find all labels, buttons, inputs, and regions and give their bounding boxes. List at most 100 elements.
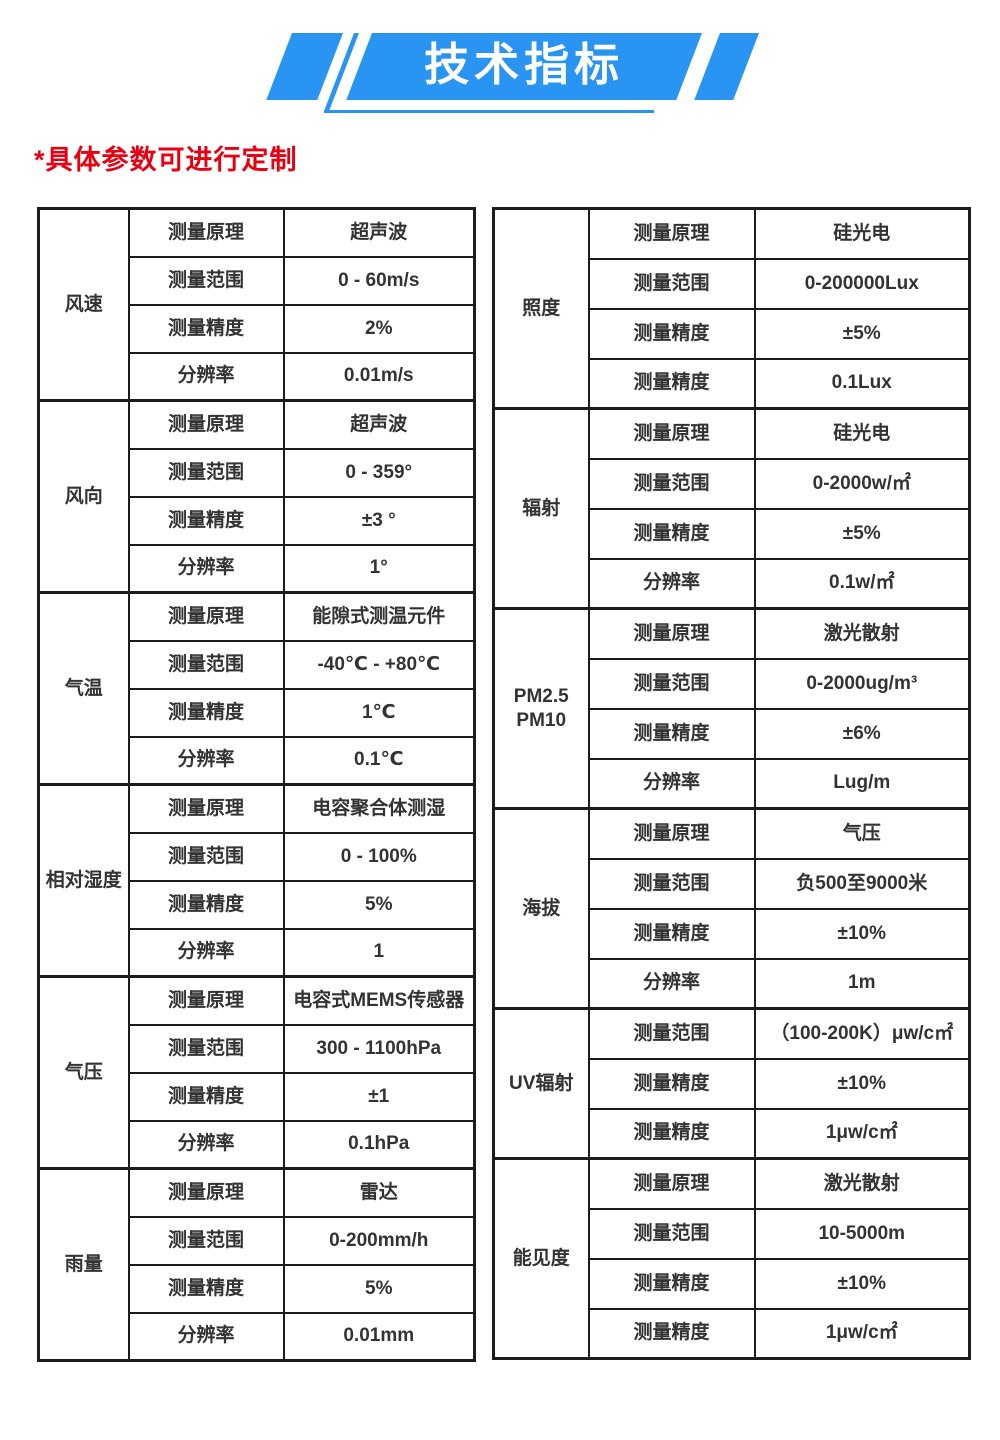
category-cell: 风向: [37, 399, 130, 594]
spec-value-cell: 雷达: [282, 1167, 476, 1218]
spec-row: 海拔 测量原理 气压: [492, 807, 971, 1010]
spec-value-cell: 0.1w/㎡: [753, 557, 971, 610]
spec-row: 测量范围 0-2000ug/m³: [494, 657, 971, 710]
spec-value-cell: 硅光电: [753, 407, 971, 460]
banner-underline: [324, 110, 654, 113]
spec-value-cell: ±10%: [753, 1257, 971, 1310]
spec-value-cell: 1℃: [282, 687, 476, 738]
spec-label-cell: 测量精度: [127, 1263, 285, 1314]
page-title: 技术指标: [424, 39, 625, 90]
spec-value-cell: 负500至9000米: [753, 857, 971, 910]
spec-row: 分辨率 0.1hPa: [39, 1119, 476, 1170]
spec-label-cell: 分辨率: [587, 757, 756, 810]
spec-row: 相对湿度 测量原理 电容聚合体测湿: [37, 783, 476, 978]
spec-value-cell: 0 - 60m/s: [282, 255, 476, 306]
spec-value-cell: 0.1hPa: [282, 1119, 476, 1170]
spec-value-cell: ±5%: [753, 307, 971, 360]
category-cell: 风速: [37, 207, 130, 402]
spec-label-cell: 测量原理: [127, 975, 285, 1026]
spec-value-cell: 气压: [753, 807, 971, 860]
spec-label-cell: 分辨率: [127, 1119, 285, 1170]
spec-label-cell: 测量原理: [127, 207, 285, 258]
spec-row: 气温 测量原理 能隙式测温元件: [37, 591, 476, 786]
spec-value-cell: 激光散射: [753, 607, 971, 660]
spec-label-cell: 测量范围: [587, 457, 756, 510]
spec-label-cell: 测量精度: [587, 307, 756, 360]
spec-row: 风向 测量原理 超声波: [37, 399, 476, 594]
spec-label-cell: 测量原理: [127, 783, 285, 834]
spec-value-cell: 1μw/c㎡: [753, 1307, 971, 1360]
category-cell: 照度: [492, 207, 590, 410]
spec-row: 测量精度 1μw/c㎡: [494, 1307, 971, 1360]
spec-row: 测量精度 1℃: [39, 687, 476, 738]
spec-row: 能见度 测量原理 激光散射: [492, 1157, 971, 1360]
spec-label-cell: 测量原理: [127, 591, 285, 642]
spec-value-cell: Lug/m: [753, 757, 971, 810]
spec-label-cell: 测量范围: [127, 255, 285, 306]
spec-label-cell: 测量范围: [587, 857, 756, 910]
spec-value-cell: 0.01m/s: [282, 351, 476, 402]
spec-row: 测量精度 ±3 °: [39, 495, 476, 546]
spec-row: 测量范围 -40℃ - +80℃: [39, 639, 476, 690]
spec-value-cell: 电容聚合体测湿: [282, 783, 476, 834]
spec-label-cell: 测量范围: [587, 257, 756, 310]
spec-row: 分辨率 0.1℃: [39, 735, 476, 786]
spec-value-cell: 0.01mm: [282, 1311, 476, 1362]
spec-value-cell: ±10%: [753, 907, 971, 960]
category-cell: 能见度: [492, 1157, 590, 1360]
category-cell: 辐射: [492, 407, 590, 610]
spec-label-cell: 测量原理: [587, 607, 756, 660]
spec-label-cell: 分辨率: [587, 557, 756, 610]
spec-row: 测量精度 1μw/c㎡: [494, 1107, 971, 1160]
category-cell: UV辐射: [492, 1007, 590, 1160]
spec-label-cell: 测量精度: [127, 879, 285, 930]
spec-row: PM2.5 PM10 测量原理 激光散射: [492, 607, 971, 810]
spec-label-cell: 测量范围: [127, 447, 285, 498]
spec-value-cell: 0-200000Lux: [753, 257, 971, 310]
spec-row: 测量精度 ±6%: [494, 707, 971, 760]
spec-row: 测量范围 0-200mm/h: [39, 1215, 476, 1266]
customization-note: *具体参数可进行定制: [34, 145, 298, 175]
spec-label-cell: 测量精度: [587, 1107, 756, 1160]
spec-label-cell: 测量原理: [127, 399, 285, 450]
spec-row: 测量范围 0 - 60m/s: [39, 255, 476, 306]
spec-row: 测量精度 ±10%: [494, 1257, 971, 1310]
spec-row: 分辨率 Lug/m: [494, 757, 971, 810]
spec-value-cell: 0.1Lux: [753, 357, 971, 410]
spec-value-cell: 0.1℃: [282, 735, 476, 786]
spec-label-cell: 测量范围: [127, 1215, 285, 1266]
spec-label-cell: 测量精度: [587, 507, 756, 560]
spec-value-cell: ±10%: [753, 1057, 971, 1110]
spec-row: 测量精度 ±10%: [494, 1057, 971, 1110]
spec-label-cell: 测量原理: [587, 807, 756, 860]
spec-value-cell: 硅光电: [753, 207, 971, 260]
spec-row: 雨量 测量原理 雷达: [37, 1167, 476, 1362]
spec-value-cell: （100-200K）μw/c㎡: [753, 1007, 971, 1060]
spec-row: 测量范围 负500至9000米: [494, 857, 971, 910]
spec-value-cell: 1: [282, 927, 476, 978]
category-cell: 相对湿度: [37, 783, 130, 978]
category-cell: 气压: [37, 975, 130, 1170]
spec-row: 风速 测量原理 超声波: [37, 207, 476, 402]
spec-value-cell: 1m: [753, 957, 971, 1010]
spec-value-cell: 10-5000m: [753, 1207, 971, 1260]
spec-row: 测量精度 ±5%: [494, 507, 971, 560]
spec-value-cell: 激光散射: [753, 1157, 971, 1210]
spec-row: 分辨率 0.01mm: [39, 1311, 476, 1362]
spec-row: 分辨率 1: [39, 927, 476, 978]
spec-value-cell: ±1: [282, 1071, 476, 1122]
spec-value-cell: -40℃ - +80℃: [282, 639, 476, 690]
spec-row: 测量范围 0-200000Lux: [494, 257, 971, 310]
category-cell: 海拔: [492, 807, 590, 1010]
spec-row: 测量范围 10-5000m: [494, 1207, 971, 1260]
spec-label-cell: 测量范围: [587, 657, 756, 710]
spec-label-cell: 分辨率: [127, 735, 285, 786]
title-banner: 技术指标: [346, 33, 702, 100]
spec-row: 分辨率 1m: [494, 957, 971, 1010]
spec-label-cell: 测量原理: [127, 1167, 285, 1218]
spec-value-cell: 2%: [282, 303, 476, 354]
spec-label-cell: 分辨率: [127, 1311, 285, 1362]
spec-value-cell: ±3 °: [282, 495, 476, 546]
spec-value-cell: 超声波: [282, 399, 476, 450]
spec-row: 气压 测量原理 电容式MEMS传感器: [37, 975, 476, 1170]
